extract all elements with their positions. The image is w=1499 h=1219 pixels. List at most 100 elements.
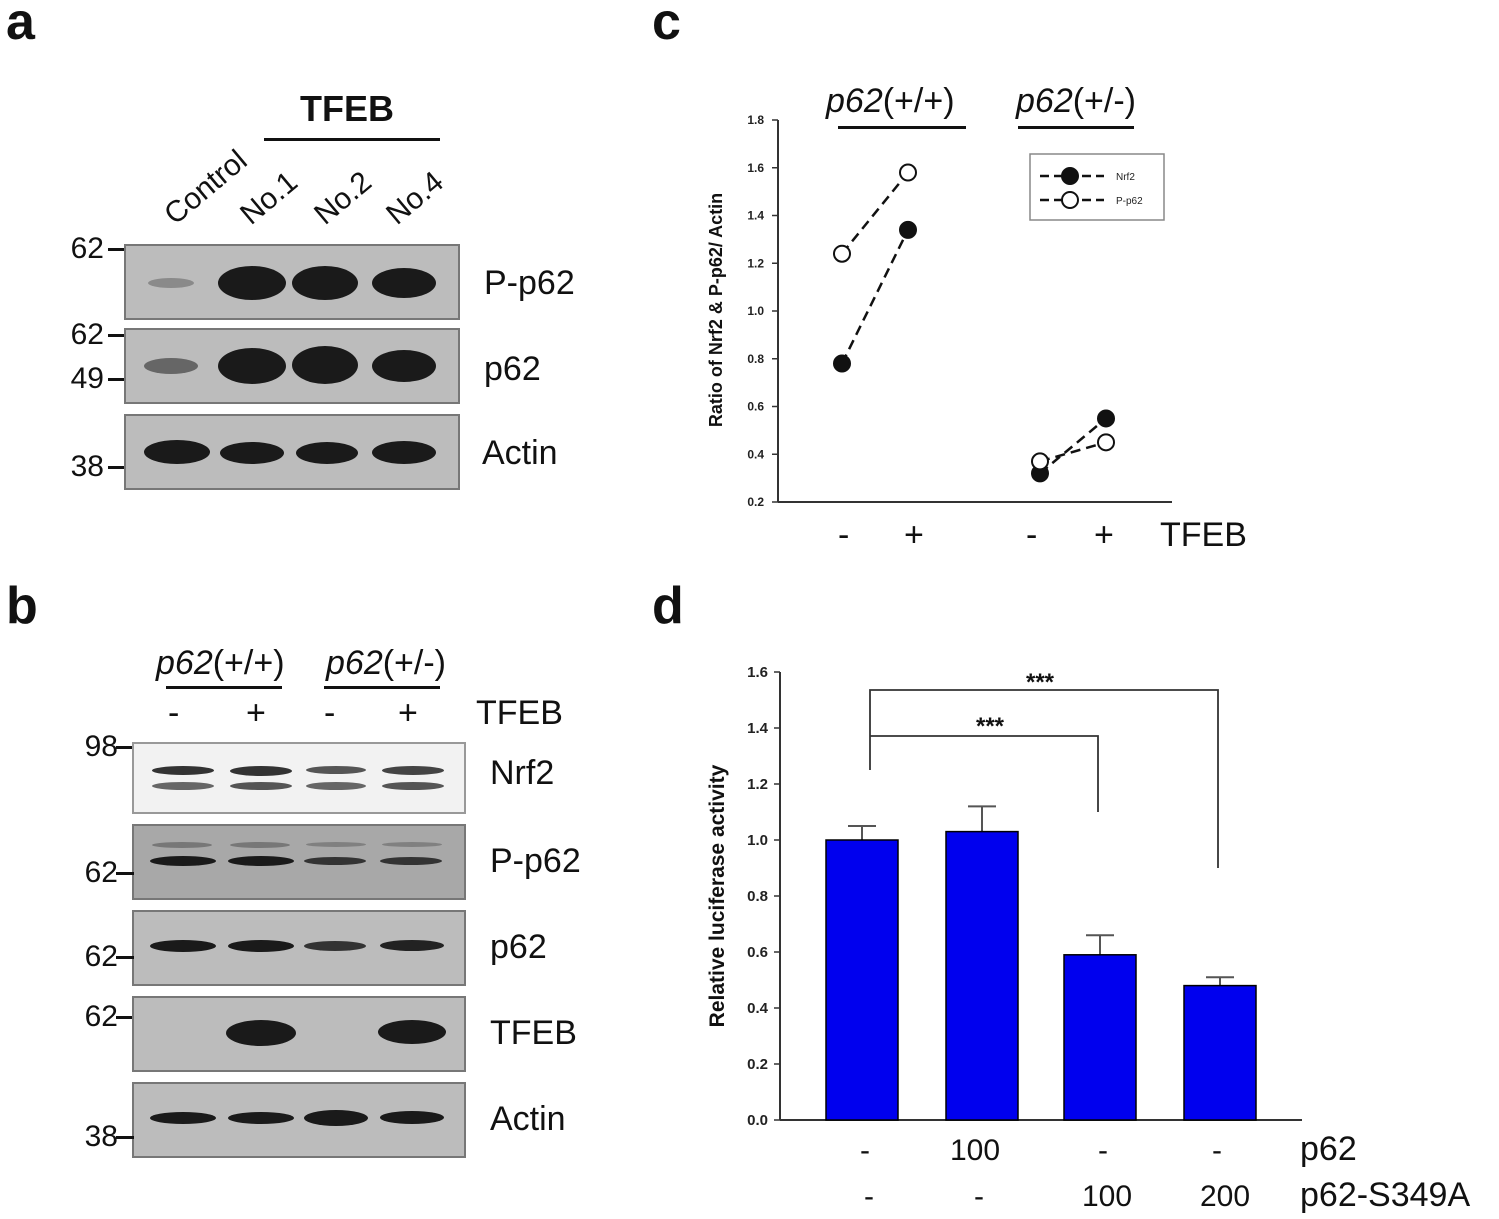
band (380, 857, 442, 865)
blot-b-nrf2 (132, 742, 466, 814)
band (306, 766, 366, 774)
band (150, 940, 216, 952)
band (144, 358, 198, 374)
y-tick-label: 1.4 (747, 209, 764, 223)
y-tick-label: 0.6 (747, 400, 764, 414)
bar-1 (825, 839, 899, 1121)
panel-a-group-label: TFEB (300, 88, 394, 129)
mw-marker-a-62: 62 (70, 232, 104, 265)
genotype-label-b-2: p62(+/-) (326, 644, 446, 683)
band (382, 766, 444, 775)
significance-brackets: *** *** (869, 669, 1219, 868)
genotype-gene: p62 (1016, 82, 1073, 120)
chart-c-ticks: 0.2 0.4 0.6 0.8 1.0 1.2 1.4 1.6 1.8 (747, 113, 778, 509)
y-tick-label: 1.2 (747, 256, 764, 270)
data-point-p-p62 (899, 163, 917, 182)
row1-label: p62 (1300, 1130, 1357, 1168)
band (228, 940, 294, 952)
sig-label-outer: *** (1026, 669, 1055, 696)
genotype-line (838, 126, 966, 129)
blot-b-p62 (132, 910, 466, 986)
legend-marker-nrf2 (1061, 167, 1079, 185)
band (304, 857, 366, 865)
y-tick-label: 1.0 (747, 304, 764, 318)
mw-marker-b-62a: 62 (84, 856, 118, 889)
legend-text-p-p62: P-p62 (1116, 196, 1143, 207)
band (228, 856, 294, 866)
blot-label-a-p62: p62 (484, 350, 541, 388)
band (152, 842, 212, 848)
bar-3 (1063, 954, 1137, 1121)
bar-2 (945, 830, 1019, 1121)
treatment-sign: - (168, 694, 180, 732)
band (382, 782, 444, 790)
row1-value: - (1212, 1134, 1222, 1167)
genotype-line (166, 686, 282, 689)
band (372, 441, 436, 464)
mw-tick (108, 466, 126, 469)
band (372, 350, 436, 382)
series-line-p-p62 (841, 171, 909, 255)
y-tick-label: 1.6 (747, 664, 768, 681)
band (144, 440, 210, 464)
bar-4 (1183, 984, 1257, 1121)
chart-d-bars (825, 805, 1257, 1121)
blot-a-p62 (124, 328, 460, 404)
blot-b-tfeb (132, 996, 466, 1072)
band (380, 940, 444, 951)
genotype-label-c-1: p62(+/+) (826, 82, 955, 121)
band (230, 842, 290, 848)
mw-marker-b-62b: 62 (84, 940, 118, 973)
mw-tick (116, 1016, 134, 1019)
row2-value: 200 (1200, 1180, 1251, 1213)
band (382, 842, 442, 847)
mw-tick (108, 248, 126, 251)
blot-a-actin (124, 414, 460, 490)
chart-c-ylabel: Ratio of Nrf2 & P-p62/ Actin (706, 193, 726, 427)
band (150, 856, 216, 866)
band (218, 266, 286, 300)
blot-label-b-p-p62: P-p62 (490, 842, 581, 880)
x-group-label-c: TFEB (1160, 516, 1247, 554)
blot-label-a-p-p62: P-p62 (484, 264, 575, 302)
blot-b-p-p62 (132, 824, 466, 900)
mw-marker-b-98: 98 (84, 730, 118, 763)
mw-tick (116, 1136, 134, 1139)
genotype-gene: p62 (826, 82, 883, 120)
row2-value: - (974, 1180, 984, 1213)
chart-c-legend: Nrf2 P-p62 (1029, 153, 1165, 221)
genotype-gene: p62 (156, 644, 213, 682)
row2-label: p62-S349A (1300, 1176, 1471, 1214)
band (152, 782, 214, 790)
mw-marker-a-38: 38 (70, 450, 104, 483)
band (226, 1020, 296, 1046)
y-tick-label: 0.8 (747, 888, 768, 905)
band (218, 348, 286, 384)
panel-c-letter: c (652, 0, 681, 51)
x-sign-c: + (1094, 516, 1114, 554)
y-tick-label: 1.8 (747, 113, 764, 127)
band (372, 268, 436, 298)
band (152, 766, 214, 775)
y-tick-label: 1.4 (747, 720, 769, 737)
genotype-suffix: (+/-) (382, 644, 447, 682)
panel-a-letter: a (6, 0, 35, 51)
genotype-line (1018, 126, 1134, 129)
legend-box (1029, 153, 1165, 221)
blot-label-b-nrf2: Nrf2 (490, 754, 555, 792)
genotype-label-b-1: p62(+/+) (156, 644, 285, 683)
mw-tick (108, 334, 126, 337)
band (306, 782, 366, 790)
bar-chart-d: Relative luciferase activity 0.00.20.40.… (706, 664, 1302, 1129)
band (304, 1110, 368, 1126)
treatment-sign: + (398, 694, 418, 732)
mw-marker-a-62b: 62 (70, 318, 104, 351)
row1-value: - (1098, 1134, 1108, 1167)
y-tick-label: 1.6 (747, 161, 764, 175)
sig-label-inner: *** (976, 713, 1005, 740)
band (378, 1020, 446, 1044)
genotype-line (324, 686, 440, 689)
panel-b-letter: b (6, 577, 38, 635)
y-tick-label: 0.4 (747, 447, 764, 461)
y-tick-label: 1.2 (747, 776, 768, 793)
